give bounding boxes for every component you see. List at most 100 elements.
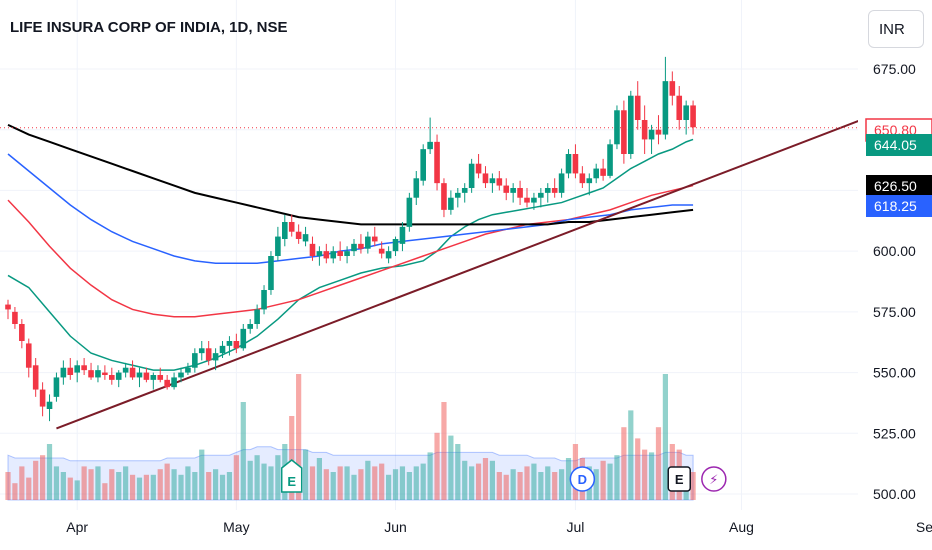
volume-bar [88, 469, 94, 500]
volume-bar [40, 455, 46, 500]
volume-bar [372, 466, 378, 500]
candle-body [531, 197, 537, 203]
volume-bar [268, 466, 274, 500]
candle-body [219, 345, 226, 354]
candlesticks[interactable] [5, 56, 696, 422]
event-marker-earnings-green[interactable]: E [280, 459, 303, 493]
volume-bar [261, 463, 267, 500]
price-tag-text: 618.25 [874, 198, 917, 214]
volume-bar [46, 444, 53, 500]
volume-bar [150, 474, 156, 500]
candle-body [275, 236, 281, 256]
candle-body [565, 154, 572, 174]
candle-body [468, 163, 475, 188]
candle-body [53, 377, 60, 397]
indicator-line [7, 123, 694, 226]
candle-body [683, 105, 689, 120]
volume-bar [129, 474, 136, 500]
earnings-marker-letter: E [287, 474, 296, 489]
volume-bar [559, 469, 565, 500]
volume-bar [192, 472, 198, 500]
volume-bar [413, 466, 419, 500]
candle-body [39, 389, 46, 407]
volume-bar [469, 466, 475, 500]
volume-bar [455, 444, 461, 500]
volume-bar [434, 432, 440, 500]
candle-body [198, 348, 205, 354]
candle-body [302, 234, 309, 242]
candle-body [482, 173, 489, 184]
candle-body [406, 197, 413, 227]
volume-bar [109, 469, 115, 500]
candle-body [129, 367, 136, 378]
candle-body [420, 149, 426, 181]
volume-bar [12, 483, 18, 500]
candle-body [600, 168, 606, 176]
price-tick-label: 550.00 [873, 365, 916, 381]
candle-body [102, 372, 108, 375]
volume-bar [247, 460, 253, 500]
candle-body [25, 343, 32, 368]
candle-body [261, 290, 267, 310]
chart-title: LIFE INSURA CORP OF INDIA, 1D, NSE [10, 19, 288, 36]
event-marker-flash[interactable]: ⚡ [701, 466, 727, 492]
candle-body [5, 304, 11, 310]
candle-body [122, 367, 129, 373]
candle-body [558, 173, 565, 193]
volume-bar [344, 466, 350, 500]
volume-bar [60, 472, 66, 500]
indicator-line [7, 138, 694, 371]
volume-bar [496, 472, 502, 500]
candle-body [150, 375, 157, 380]
candle-body [399, 226, 406, 244]
event-marker-earnings-dark[interactable]: E [667, 466, 691, 492]
price-tag-text: 626.50 [874, 178, 917, 194]
candle-body [268, 256, 274, 290]
candle-body [136, 372, 143, 378]
candle-body [185, 367, 191, 373]
candle-body [455, 192, 461, 198]
price-tag-box [866, 195, 932, 217]
candle-body [205, 348, 212, 361]
volume-bar [386, 474, 392, 500]
price-tick-label: 675.00 [873, 61, 916, 77]
price-tag-box [866, 175, 932, 197]
volume-bar [53, 466, 60, 500]
candle-body [544, 188, 551, 193]
candle-body [634, 95, 641, 120]
candle-body [524, 197, 530, 203]
volume-bar [157, 469, 163, 500]
candle-body [254, 309, 260, 324]
candle-body [676, 95, 683, 120]
event-markers[interactable]: E D E ⚡ [280, 459, 727, 493]
candle-body [32, 365, 39, 390]
volume-bar [26, 477, 32, 500]
candle-body [614, 110, 620, 145]
candle-body [282, 222, 288, 239]
volume-bar [19, 466, 25, 500]
volume-bar [545, 466, 551, 500]
time-tick-label: Aug [729, 519, 754, 535]
volume-bar [123, 466, 129, 500]
price-tag: 618.25 [866, 195, 932, 217]
volume-bar [358, 469, 364, 500]
candle-body [143, 372, 150, 380]
dividend-marker-shape [569, 466, 596, 492]
candle-body [607, 144, 613, 176]
currency-button[interactable]: INR [868, 10, 924, 48]
candle-body [81, 365, 87, 371]
candle-body [88, 370, 94, 378]
candle-body [247, 324, 253, 329]
volume-bar [226, 472, 233, 500]
event-marker-dividend[interactable]: D [569, 466, 596, 492]
candle-body [510, 188, 516, 193]
candle-body [489, 178, 496, 184]
candle-body [115, 372, 122, 380]
candle-body [461, 188, 468, 193]
candle-body [351, 243, 357, 252]
volume-bar [503, 474, 509, 500]
time-axis: Apr May Jun Jul Aug Sep [0, 510, 932, 550]
candle-body [655, 129, 662, 135]
volume-bar [302, 449, 309, 500]
